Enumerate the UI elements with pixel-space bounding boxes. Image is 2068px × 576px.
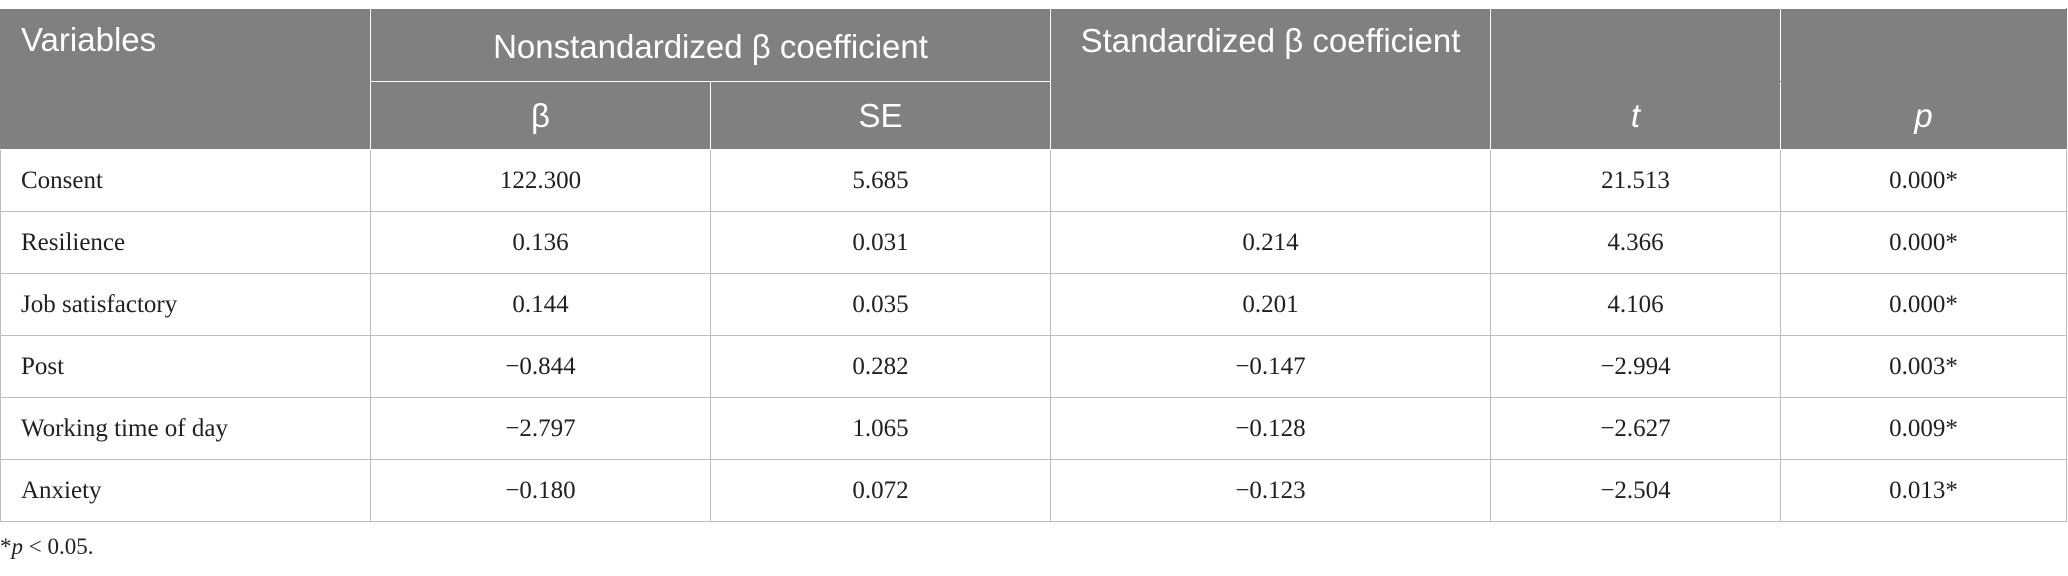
cell-std-beta: 0.201 bbox=[1050, 273, 1491, 336]
cell-variable: Anxiety bbox=[0, 459, 371, 522]
table-row: Job satisfactory 0.144 0.035 0.201 4.106… bbox=[0, 273, 2067, 336]
cell-p: 0.000* bbox=[1780, 211, 2067, 274]
cell-p: 0.003* bbox=[1780, 335, 2067, 398]
footnote-star: * bbox=[0, 534, 12, 559]
header-t: t bbox=[1490, 81, 1781, 150]
cell-t: 4.106 bbox=[1490, 273, 1781, 336]
cell-variable: Post bbox=[0, 335, 371, 398]
cell-se: 0.031 bbox=[710, 211, 1051, 274]
cell-se: 1.065 bbox=[710, 397, 1051, 460]
cell-std-beta: −0.123 bbox=[1050, 459, 1491, 522]
header-p: p bbox=[1780, 81, 2067, 150]
cell-p: 0.013* bbox=[1780, 459, 2067, 522]
header-se: SE bbox=[710, 81, 1051, 150]
cell-variable: Job satisfactory bbox=[0, 273, 371, 336]
table-row: Post −0.844 0.282 −0.147 −2.994 0.003* bbox=[0, 335, 2067, 398]
cell-beta: −0.844 bbox=[370, 335, 711, 398]
table-body: Consent 122.300 5.685 21.513 0.000* Resi… bbox=[0, 149, 2067, 522]
cell-se: 0.072 bbox=[710, 459, 1051, 522]
table-row: Anxiety −0.180 0.072 −0.123 −2.504 0.013… bbox=[0, 459, 2067, 522]
cell-variable: Working time of day bbox=[0, 397, 371, 460]
header-nonstandardized: Nonstandardized β coefficient bbox=[370, 8, 1051, 82]
table-row: Consent 122.300 5.685 21.513 0.000* bbox=[0, 149, 2067, 212]
cell-std-beta: 0.214 bbox=[1050, 211, 1491, 274]
table-header: Variables Nonstandardized β coefficient … bbox=[0, 8, 2067, 150]
header-beta: β bbox=[370, 81, 711, 150]
table-row: Working time of day −2.797 1.065 −0.128 … bbox=[0, 397, 2067, 460]
cell-t: 4.366 bbox=[1490, 211, 1781, 274]
regression-table: Variables Nonstandardized β coefficient … bbox=[0, 8, 2067, 522]
cell-t: −2.504 bbox=[1490, 459, 1781, 522]
cell-t: −2.627 bbox=[1490, 397, 1781, 460]
cell-beta: −2.797 bbox=[370, 397, 711, 460]
header-blank-t bbox=[1490, 8, 1781, 82]
cell-std-beta bbox=[1050, 149, 1491, 212]
cell-p: 0.000* bbox=[1780, 273, 2067, 336]
cell-se: 0.282 bbox=[710, 335, 1051, 398]
cell-std-beta: −0.147 bbox=[1050, 335, 1491, 398]
header-standardized: Standardized β coefficient bbox=[1050, 8, 1491, 150]
cell-variable: Resilience bbox=[0, 211, 371, 274]
header-variables: Variables bbox=[0, 8, 371, 150]
cell-t: −2.994 bbox=[1490, 335, 1781, 398]
cell-std-beta: −0.128 bbox=[1050, 397, 1491, 460]
footnote-p: p bbox=[11, 534, 24, 559]
cell-beta: 0.136 bbox=[370, 211, 711, 274]
cell-variable: Consent bbox=[0, 149, 371, 212]
footnote-rest: < 0.05. bbox=[23, 534, 94, 559]
cell-beta: −0.180 bbox=[370, 459, 711, 522]
cell-se: 5.685 bbox=[710, 149, 1051, 212]
table-row: Resilience 0.136 0.031 0.214 4.366 0.000… bbox=[0, 211, 2067, 274]
table-footnote: *p < 0.05. bbox=[0, 534, 93, 560]
header-blank-p bbox=[1780, 8, 2067, 82]
cell-se: 0.035 bbox=[710, 273, 1051, 336]
cell-t: 21.513 bbox=[1490, 149, 1781, 212]
cell-p: 0.000* bbox=[1780, 149, 2067, 212]
cell-beta: 122.300 bbox=[370, 149, 711, 212]
cell-beta: 0.144 bbox=[370, 273, 711, 336]
cell-p: 0.009* bbox=[1780, 397, 2067, 460]
